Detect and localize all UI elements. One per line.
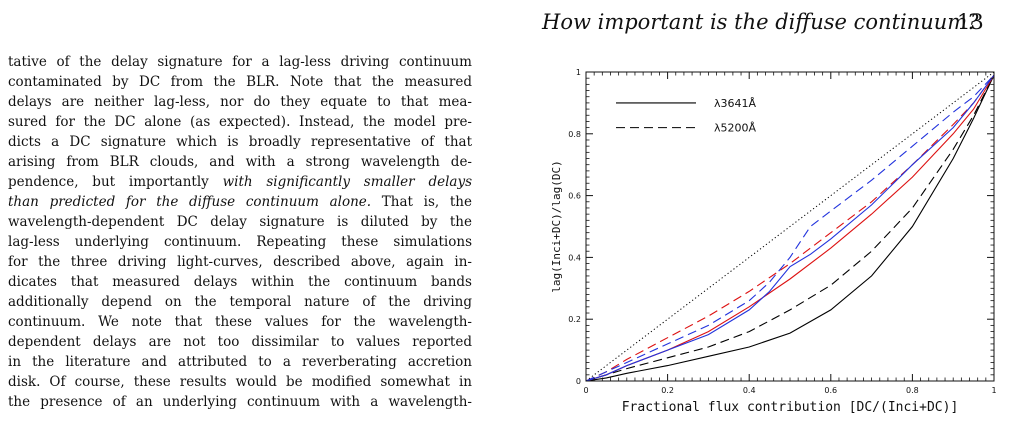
series-line-3 — [585, 74, 995, 382]
text-line: in the literature and attributed to a re… — [8, 354, 472, 370]
y-tick-label: 0.6 — [568, 192, 581, 201]
text-line: wavelength-dependent DC delay signature … — [8, 214, 472, 230]
text-line: delays are neither lag-less, nor do they… — [8, 94, 472, 110]
italic-text: than predicted for the diffuse continuum… — [8, 194, 372, 210]
x-axis-label: Fractional flux contribution [DC/(Inci+D… — [622, 400, 959, 415]
text-segment: pendence, but importantly — [8, 174, 223, 190]
text-line: arising from BLR clouds, and with a stro… — [8, 154, 472, 170]
y-tick-label: 1 — [576, 68, 581, 77]
y-tick-label: 0.2 — [568, 315, 581, 324]
x-tick-label: 0.8 — [906, 386, 919, 395]
legend-label-0: λ3641Å — [714, 97, 757, 110]
body-paragraph: tative of the delay signature for a lag-… — [8, 52, 472, 412]
legend-label-1: λ5200Å — [714, 122, 757, 135]
y-tick-label: 0.4 — [568, 253, 581, 262]
page-header: How important is the diffuse continuum? … — [0, 8, 1016, 38]
x-tick-label: 0.4 — [743, 386, 756, 395]
x-tick-label: 1 — [991, 386, 996, 395]
figure: λ3641Å λ5200Å 0 0 0.2 0.2 0.4 0.4 0.6 0.6 0.8 0.8 1… — [530, 55, 1016, 444]
text-line: the presence of an underlying continuum … — [8, 394, 472, 410]
text-line: than predicted for the diffuse continuum… — [8, 192, 472, 212]
series-line-5 — [585, 74, 995, 382]
line-chart: λ3641Å λ5200Å 00 0.2 0.2 0.4 0.4 0.6 0.6 0.8 0.8 1… — [550, 68, 997, 415]
y-tick-label: 0.8 — [568, 130, 581, 139]
series-line-4 — [585, 74, 995, 382]
text-line: pendence, but importantly with significa… — [8, 172, 472, 192]
text-line: additionally depend on the temporal natu… — [8, 294, 472, 310]
y-tick-label: 0 — [576, 377, 581, 386]
text-line: dependent delays are not too dissimilar … — [8, 334, 472, 350]
text-line: lag-less underlying continuum. Repeating… — [8, 234, 472, 250]
text-line: tative of the delay signature for a lag-… — [8, 54, 472, 70]
series-line-6 — [585, 74, 995, 382]
series-line-2 — [585, 74, 995, 382]
text-line: contaminated by DC from the BLR. Note th… — [8, 74, 472, 90]
text-line: sured for the DC alone (as expected). In… — [8, 114, 472, 130]
x-tick-label: 0.6 — [824, 386, 837, 395]
text-line: dicts a DC signature which is broadly re… — [8, 134, 472, 150]
page-number: 13 — [957, 10, 984, 34]
text-line: continuum. We note that these values for… — [8, 314, 472, 330]
text-segment: That is, the — [371, 194, 472, 210]
italic-text: with significantly smaller delays — [222, 174, 472, 190]
text-line: for the three driving light-curves, desc… — [8, 254, 472, 270]
series-line-1 — [585, 74, 995, 382]
x-tick-label: 0.2 — [661, 386, 674, 395]
text-line: disk. Of course, these results would be … — [8, 374, 472, 390]
y-axis-label: lag(Inci+DC)/lag(DC) — [550, 160, 563, 292]
series-line-0 — [585, 71, 995, 382]
text-line: dicates that measured delays within the … — [8, 274, 472, 290]
running-title: How important is the diffuse continuum? — [542, 10, 979, 34]
x-tick-label: 0 — [583, 386, 588, 395]
